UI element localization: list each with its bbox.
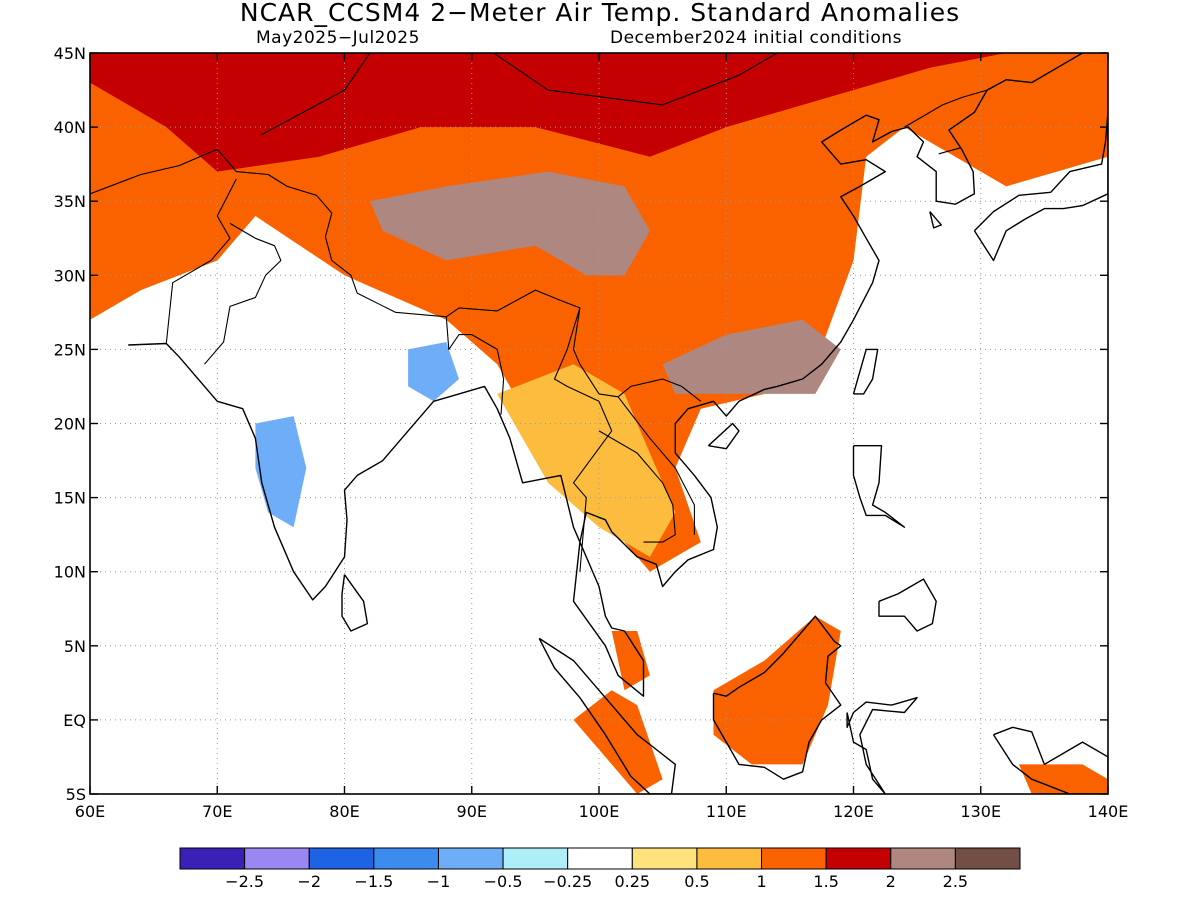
lat-tick-label: 30N [54,266,86,285]
anomaly-region-borneo-warm [713,616,841,765]
anomaly-region-south-china-core [662,319,841,394]
lon-tick-label: 60E [75,802,105,821]
lat-tick-label: 5S [66,785,86,804]
anomaly-region-india-cool-west [255,416,307,528]
coastline [878,578,937,632]
colorbar-swatch [761,847,827,870]
gridline-layer [90,53,1108,794]
colorbar-label: −1 [427,872,451,891]
lon-tick-label: 110E [706,802,747,821]
country-border [572,401,613,572]
country-border [261,53,371,135]
lon-tick-label: 70E [202,802,232,821]
colorbar-label: −0.5 [484,872,523,891]
anomaly-region-india-cool-east [408,342,459,402]
map-title: NCAR_CCSM4 2−Meter Air Temp. Standard An… [239,0,961,27]
colorbar-label: 0.25 [614,872,650,891]
lat-tick-label: 5N [64,637,86,656]
colorbar-swatch [954,847,1021,870]
colorbar-label: 2.5 [943,872,968,891]
country-border [445,316,505,415]
anomaly-region-north-asia-warm [90,53,1108,572]
coastline [341,574,369,632]
country-border [492,53,778,106]
colorbar-label: −1.5 [354,872,393,891]
coastline [973,111,1108,262]
coastline [707,422,740,450]
colorbar-label: −2 [297,872,321,891]
colorbar-swatch [244,847,310,870]
colorbar-swatch [567,847,633,870]
colorbar-swatch [825,847,892,870]
coastline [712,615,842,780]
lon-tick-label: 120E [833,802,874,821]
coastline [128,53,1083,697]
colorbar-swatch [437,847,504,870]
lat-tick-label: 25N [54,340,86,359]
lat-tick-label: 15N [54,489,86,508]
lon-tick-label: 80E [329,802,359,821]
colorbar-label: −0.25 [543,872,592,891]
country-border [165,178,237,344]
colorbar-swatch [890,847,956,870]
country-border [617,396,695,535]
coastline [852,348,879,395]
anomaly-field-layer [90,53,1108,794]
lon-tick-label: 130E [960,802,1001,821]
lon-tick-label: 140E [1088,802,1129,821]
anomaly-region-plateau-strong [90,53,1007,172]
anomaly-region-india-neutral [166,245,472,602]
colorbar-swatch [308,847,375,870]
colorbar-label: 1.5 [813,872,838,891]
country-border [904,89,988,128]
anomaly-region-nguinea-warm [1018,764,1108,794]
coastline [846,697,918,794]
colorbar-label: −2.5 [225,872,264,891]
colorbar-label: 0.5 [684,872,709,891]
lat-tick-label: EQ [63,711,86,730]
colorbar: −2.5 −2 −1.5 −1 −0.5 −0.25 0.25 0.5 1 1.5 2 2.5 [179,847,1021,891]
lat-tick-label: 45N [54,44,86,63]
colorbar-label: 2 [886,872,896,891]
anomaly-region-plateau-core [370,171,650,276]
anomaly-region-indochina-mild [497,364,676,557]
colorbar-swatch [179,847,246,870]
country-border [938,147,961,155]
coastline [992,726,1108,794]
colorbar-label: 1 [756,872,766,891]
border-layer [90,53,988,572]
lon-tick-label: 100E [579,802,620,821]
period-label: May2025−Jul2025 [256,28,420,48]
lon-tick-label: 90E [457,802,487,821]
country-border [204,222,282,365]
initial-conditions-label: December2024 initial conditions [610,28,902,48]
coastline [852,445,906,528]
anomaly-region-sumatra-warm [573,690,663,794]
lat-tick-label: 40N [54,118,86,137]
colorbar-swatch [631,847,698,870]
country-border [598,430,676,543]
coastline [929,211,942,229]
lat-tick-label: 10N [54,563,86,582]
coastline [538,637,676,794]
lat-tick-label: 35N [54,192,86,211]
colorbar-swatch [696,847,763,870]
lat-tick-label: 20N [54,415,86,434]
colorbar-swatch [502,847,569,870]
country-border [90,148,702,402]
coastline-layer [128,53,1108,794]
country-border [553,307,600,402]
colorbar-swatch [373,847,439,870]
